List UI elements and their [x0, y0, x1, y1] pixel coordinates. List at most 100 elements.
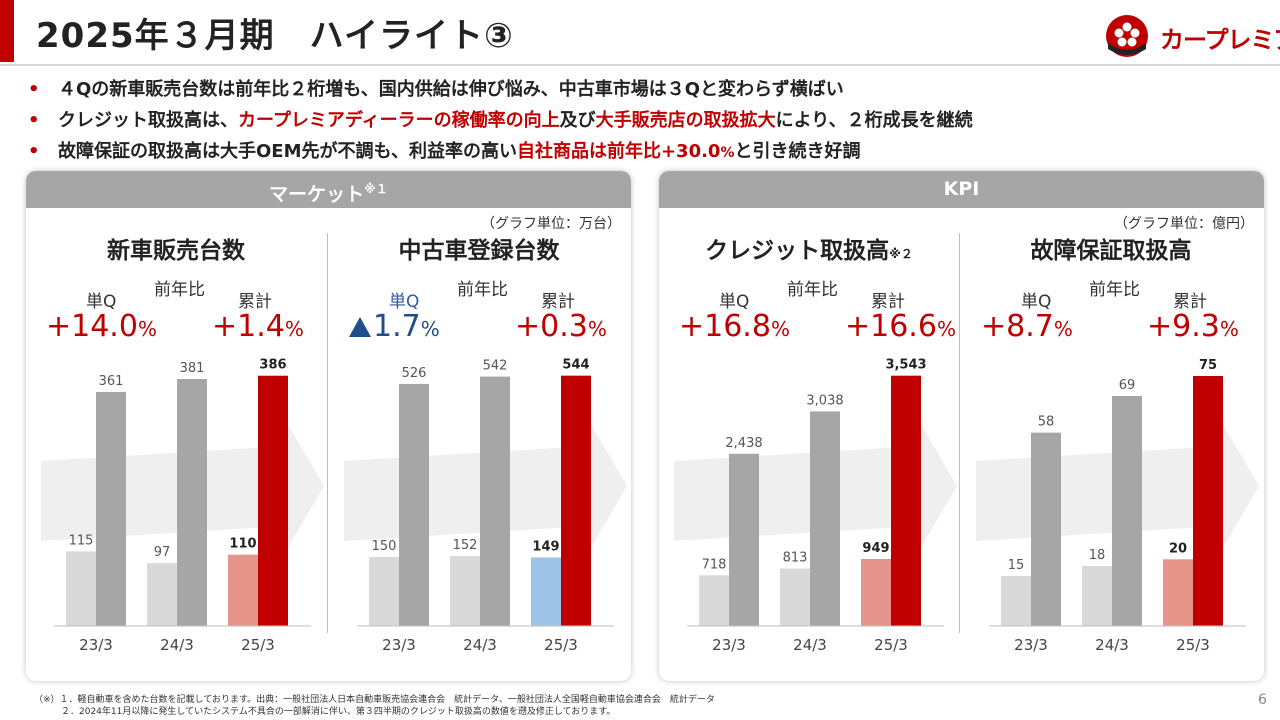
bar-cumulative-25-3 — [891, 375, 921, 626]
chart-title: 新車販売台数 — [26, 231, 326, 265]
kpi-unit-note: （グラフ単位：億円） — [1114, 216, 1254, 232]
bar-label-quarter: 949 — [862, 541, 889, 556]
bar-label-quarter: 115 — [69, 533, 94, 548]
bar-cumulative-24-3 — [480, 376, 510, 626]
bullet-1-text-1: ４Qの新車販売台数は前年比２桁増も、国内供給は伸び悩み、中古車市場は３Qと変わら… — [58, 79, 844, 100]
x-tick-label: 24/3 — [1095, 636, 1129, 654]
quarter-label: 単Q — [86, 292, 117, 312]
page-number: 6 — [1258, 692, 1267, 708]
x-tick-label: 25/3 — [241, 636, 275, 654]
highlight-bullets: • ４Qの新車販売台数は前年比２桁増も、国内供給は伸び悩み、中古車市場は３Qと変わ… — [28, 74, 1268, 167]
bullet-item-3: • 故障保証の取扱高は大手OEM先が不調も、利益率の高い自社商品は前年比+30.0… — [28, 141, 861, 162]
bar-label-quarter: 97 — [154, 545, 171, 560]
bullet-2-text-5: により、２桁成長を継続 — [775, 110, 973, 131]
quarter-label: 単Q — [389, 292, 420, 312]
x-tick-label: 23/3 — [712, 636, 746, 654]
bar-cumulative-25-3 — [1193, 376, 1223, 626]
bullet-item-2: • クレジット取扱高は、カープレミアディーラーの稼働率の向上及び大手販売店の取扱拡… — [28, 110, 973, 131]
yoy-label: 前年比 — [154, 280, 205, 300]
bullet-3-text-3: % — [720, 145, 735, 161]
chart-title-text: 故障保証取扱高 — [1030, 238, 1192, 264]
bar-label-cumulative: 542 — [483, 359, 508, 374]
chart-title: 故障保証取扱高 — [961, 231, 1261, 265]
x-tick-label: 25/3 — [1176, 636, 1210, 654]
bar-quarter-24-3 — [450, 556, 480, 626]
bar-label-quarter: 15 — [1008, 558, 1025, 573]
x-tick-label: 24/3 — [160, 636, 194, 654]
cumulative-yoy-number: +9.3 — [1147, 309, 1220, 344]
kpi-panel-header: KPI — [659, 171, 1264, 208]
bar-label-cumulative: 381 — [180, 361, 205, 376]
page-title: 2025年３月期 ハイライト③ — [36, 16, 514, 56]
bar-label-quarter: 18 — [1089, 548, 1106, 563]
quarter-yoy-unit: % — [137, 317, 157, 341]
chart-warranty-volume: 故障保証取扱高 前年比 単Q 累計 +8.7% +9.3% 15 58 23/3 18 69 24/3… — [961, 231, 1261, 681]
x-tick-label: 23/3 — [382, 636, 416, 654]
cumulative-yoy-number: +16.6 — [845, 309, 937, 344]
bullet-3-text-1: 故障保証の取扱高は大手OEM先が不調も、利益率の高い — [58, 141, 517, 162]
chart-title-text: 中古車登録台数 — [398, 238, 560, 264]
bar-cumulative-23-3 — [729, 453, 759, 626]
bar-label-quarter: 150 — [372, 539, 397, 554]
bar-quarter-24-3 — [147, 563, 177, 626]
footnote-2: ２．2024年11月以降に発生していたシステム不具合の一部解消に伴い、第３四半期… — [34, 707, 616, 717]
bar-quarter-23-3 — [699, 575, 729, 626]
quarter-yoy-number: +16.8 — [679, 309, 771, 344]
market-panel-note: ※１ — [364, 182, 388, 196]
bar-quarter-24-3 — [780, 568, 810, 626]
footnotes: （※）１．軽自動車を含めた台数を記載しております。出典：一般社団法人日本自動車販… — [34, 694, 715, 718]
quarter-yoy-unit: % — [1053, 317, 1073, 341]
title-accent-bar — [0, 0, 14, 62]
kpi-panel: KPI （グラフ単位：億円） クレジット取扱高※２ 前年比 単Q 累計 +16.8% +1… — [659, 171, 1264, 681]
quarter-yoy-number: +8.7 — [981, 309, 1054, 344]
bar-label-quarter: 20 — [1169, 541, 1187, 556]
chart-title-note: ※２ — [889, 247, 913, 261]
quarter-yoy-unit: % — [420, 317, 440, 341]
bar-cumulative-23-3 — [96, 391, 126, 626]
yoy-label: 前年比 — [1089, 280, 1140, 300]
x-tick-label: 23/3 — [79, 636, 113, 654]
x-tick-label: 25/3 — [874, 636, 908, 654]
cumulative-yoy-value: +16.6% — [845, 309, 956, 344]
bar-label-cumulative: 69 — [1119, 378, 1136, 393]
footnote-1: （※）１．軽自動車を含めた台数を記載しております。出典：一般社団法人日本自動車販… — [34, 695, 715, 705]
x-tick-label: 24/3 — [793, 636, 827, 654]
bar-cumulative-24-3 — [1112, 396, 1142, 626]
quarter-yoy-number: 1.7 — [373, 309, 421, 344]
bar-plot: 150 526 23/3 152 542 24/3 149 544 25/3 — [344, 358, 627, 654]
bar-label-cumulative: 75 — [1199, 358, 1217, 373]
cumulative-yoy-unit: % — [936, 317, 956, 341]
quarter-yoy-value: 1.7% — [349, 309, 440, 344]
chart-used-car-registrations: 中古車登録台数 前年比 単Q 累計 1.7% +0.3% 150 526 23/3 152 542 2… — [329, 231, 629, 681]
cumulative-yoy-value: +1.4% — [212, 309, 304, 344]
cumulative-label: 累計 — [238, 292, 272, 312]
bar-label-quarter: 149 — [532, 539, 559, 554]
chart-title-text: クレジット取扱高 — [705, 238, 890, 264]
bar-plot: 718 2,438 23/3 813 3,038 24/3 949 3,543 25/3 — [674, 358, 957, 654]
quarter-yoy-value: +16.8% — [679, 309, 790, 344]
decrease-triangle-icon — [349, 317, 371, 337]
bar-label-cumulative: 2,438 — [725, 436, 762, 451]
bar-label-cumulative: 544 — [562, 358, 589, 373]
bar-cumulative-24-3 — [177, 378, 207, 626]
title-divider — [0, 64, 1280, 66]
x-tick-label: 25/3 — [544, 636, 578, 654]
quarter-yoy-value: +14.0% — [46, 309, 157, 344]
bar-label-cumulative: 526 — [402, 366, 427, 381]
market-panel-title: マーケット — [269, 183, 365, 206]
cumulative-yoy-number: +1.4 — [212, 309, 285, 344]
bullet-2-text-3: 及び — [559, 110, 596, 131]
bar-label-cumulative: 386 — [259, 358, 286, 373]
bar-quarter-23-3 — [1001, 576, 1031, 626]
bar-label-cumulative: 361 — [99, 374, 124, 389]
bar-label-quarter: 718 — [702, 557, 727, 572]
bullet-3-text-4: と引き続き好調 — [734, 141, 861, 162]
quarter-label: 単Q — [719, 292, 750, 312]
chart-title: 中古車登録台数 — [329, 231, 629, 265]
bar-quarter-25-3 — [1163, 559, 1193, 626]
logo-text: カープレミア — [1160, 26, 1280, 54]
bar-plot: 115 361 23/3 97 381 24/3 110 386 25/3 — [41, 358, 324, 654]
bar-label-cumulative: 3,038 — [806, 393, 843, 408]
cumulative-yoy-unit: % — [587, 317, 607, 341]
bullet-2-text-2: カープレミアディーラーの稼働率の向上 — [238, 110, 560, 131]
